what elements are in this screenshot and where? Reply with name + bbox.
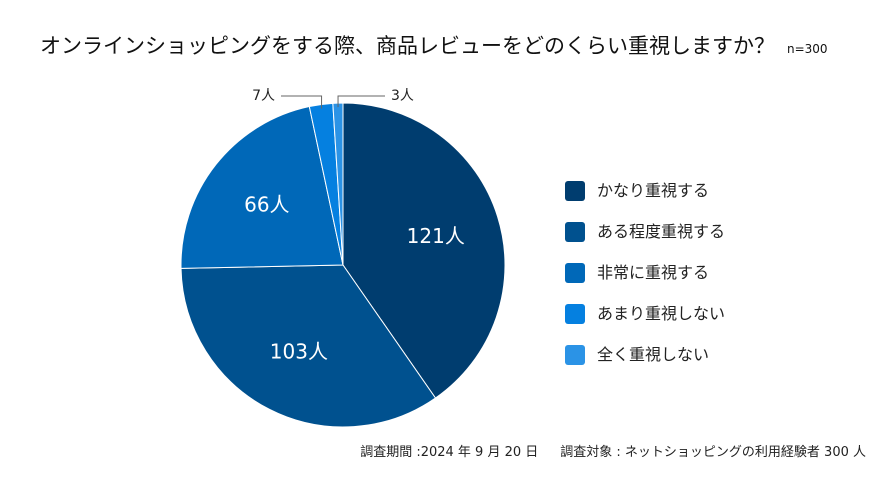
leader-line <box>337 95 385 108</box>
legend-label: あまり重視しない <box>597 303 726 323</box>
data-label: 66人 <box>244 193 289 217</box>
chart-title: オンラインショッピングをする際、商品レビューをどのくらい重視しますか？ n=300 <box>40 32 866 60</box>
legend-label: 非常に重視する <box>597 262 710 282</box>
pie-slice <box>180 264 437 428</box>
legend-label: ある程度重視する <box>597 221 726 241</box>
footer: 調査期間 :2024 年 9 月 20 日 調査対象 : ネットショッピングの利用… <box>360 444 866 462</box>
legend-swatch <box>565 303 585 324</box>
title-text: オンラインショッピングをする際、商品レビューをどのくらい重視しますか？ <box>40 34 775 58</box>
data-label: 103人 <box>270 340 328 364</box>
survey-target: 調査対象 : ネットショッピングの利用経験者 300 人 <box>560 445 866 460</box>
pie-slice <box>342 102 506 399</box>
sample-size: n=300 <box>787 42 828 56</box>
legend-label: かなり重視する <box>597 180 710 200</box>
legend-item: あまり重視しない <box>565 293 725 334</box>
data-label: 121人 <box>407 224 465 248</box>
legend-swatch <box>565 221 585 242</box>
survey-date: 調査期間 :2024 年 9 月 20 日 <box>360 445 539 460</box>
legend-item: ある程度重視する <box>565 211 725 252</box>
data-label: 3人 <box>391 88 414 104</box>
leader-line <box>281 95 323 109</box>
legend-swatch <box>565 180 585 201</box>
legend-swatch <box>565 344 585 365</box>
legend-item: 全く重視しない <box>565 334 725 375</box>
legend-label: 全く重視しない <box>597 344 710 364</box>
data-label: 7人 <box>252 88 275 104</box>
legend-item: かなり重視する <box>565 170 725 211</box>
legend: かなり重視する ある程度重視する 非常に重視する あまり重視しない 全く重視しない <box>565 170 725 375</box>
legend-item: 非常に重視する <box>565 252 725 293</box>
legend-swatch <box>565 262 585 283</box>
pie-slice <box>180 105 344 269</box>
